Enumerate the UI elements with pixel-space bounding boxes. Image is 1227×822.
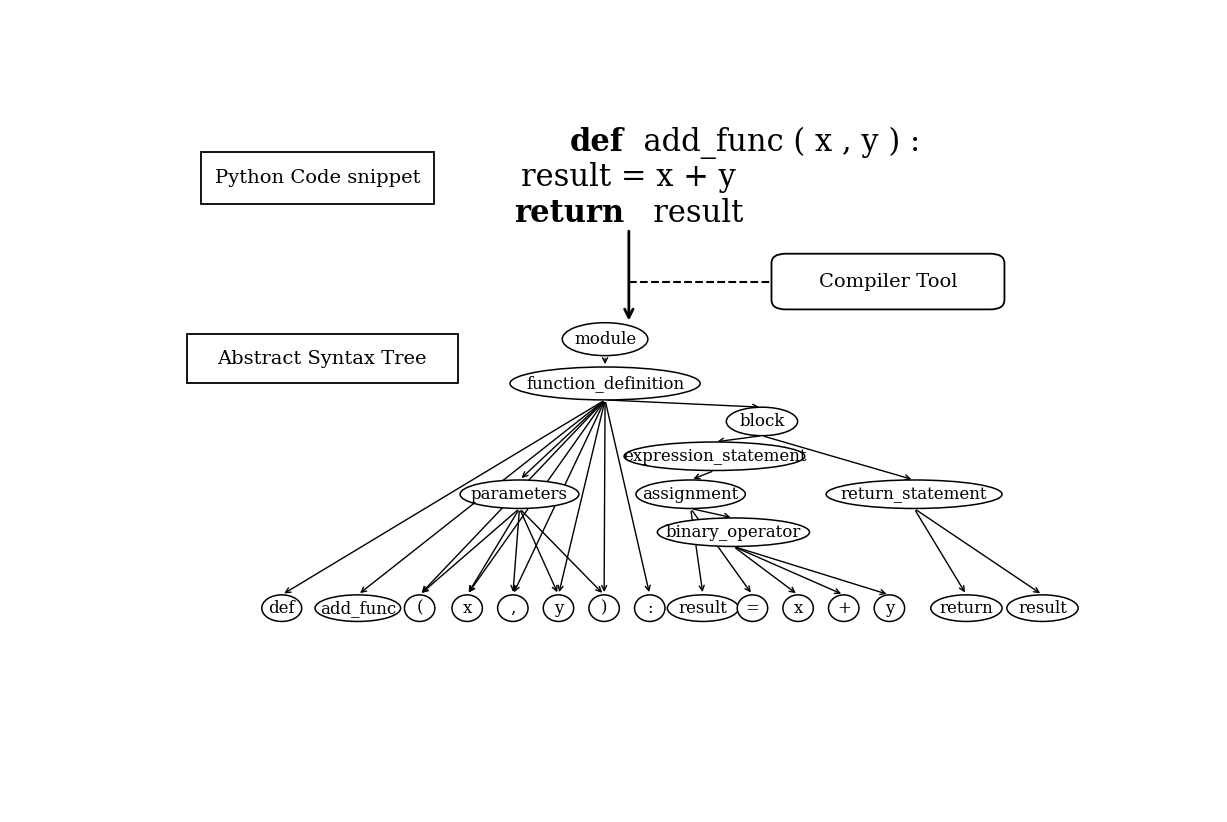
Text: ): ) <box>601 600 607 616</box>
Ellipse shape <box>510 367 701 400</box>
Text: def: def <box>269 600 294 616</box>
Text: module: module <box>574 330 636 348</box>
Ellipse shape <box>589 595 620 621</box>
Ellipse shape <box>544 595 574 621</box>
Text: parameters: parameters <box>471 486 568 503</box>
Text: expression_statement: expression_statement <box>622 448 806 464</box>
Text: y: y <box>885 600 894 616</box>
Ellipse shape <box>828 595 859 621</box>
Text: assignment: assignment <box>643 486 739 503</box>
Ellipse shape <box>405 595 434 621</box>
Text: binary_operator: binary_operator <box>666 524 801 541</box>
Ellipse shape <box>826 480 1002 509</box>
Ellipse shape <box>636 480 745 509</box>
Text: result: result <box>625 198 744 229</box>
Ellipse shape <box>625 442 805 470</box>
Text: function_definition: function_definition <box>526 375 685 392</box>
Ellipse shape <box>783 595 814 621</box>
Text: ,: , <box>510 600 515 616</box>
Ellipse shape <box>667 595 739 621</box>
FancyBboxPatch shape <box>187 334 458 383</box>
Text: return: return <box>940 600 994 616</box>
Text: return: return <box>514 198 625 229</box>
Text: add_func ( x , y ) :: add_func ( x , y ) : <box>625 127 920 159</box>
Ellipse shape <box>634 595 665 621</box>
Text: =: = <box>746 600 760 616</box>
Ellipse shape <box>460 480 579 509</box>
Ellipse shape <box>658 518 810 547</box>
Text: block: block <box>740 413 784 430</box>
Ellipse shape <box>452 595 482 621</box>
Text: Compiler Tool: Compiler Tool <box>818 273 957 290</box>
Text: result: result <box>1018 600 1067 616</box>
Text: x: x <box>463 600 472 616</box>
Text: result = x + y: result = x + y <box>521 162 736 193</box>
Ellipse shape <box>498 595 528 621</box>
Ellipse shape <box>562 323 648 356</box>
Text: x: x <box>794 600 802 616</box>
Ellipse shape <box>931 595 1002 621</box>
Ellipse shape <box>874 595 904 621</box>
FancyBboxPatch shape <box>201 152 434 205</box>
Text: :: : <box>647 600 653 616</box>
Text: add_func: add_func <box>320 600 396 616</box>
Ellipse shape <box>261 595 302 621</box>
Text: Abstract Syntax Tree: Abstract Syntax Tree <box>217 350 427 367</box>
Text: (: ( <box>416 600 423 616</box>
Text: +: + <box>837 600 850 616</box>
Text: def: def <box>571 127 625 159</box>
Text: return_statement: return_statement <box>840 486 988 503</box>
Text: y: y <box>553 600 563 616</box>
Text: Python Code snippet: Python Code snippet <box>215 169 420 187</box>
Ellipse shape <box>737 595 768 621</box>
Ellipse shape <box>1007 595 1079 621</box>
FancyBboxPatch shape <box>772 254 1005 309</box>
Ellipse shape <box>726 407 798 436</box>
Ellipse shape <box>315 595 400 621</box>
Text: result: result <box>679 600 728 616</box>
